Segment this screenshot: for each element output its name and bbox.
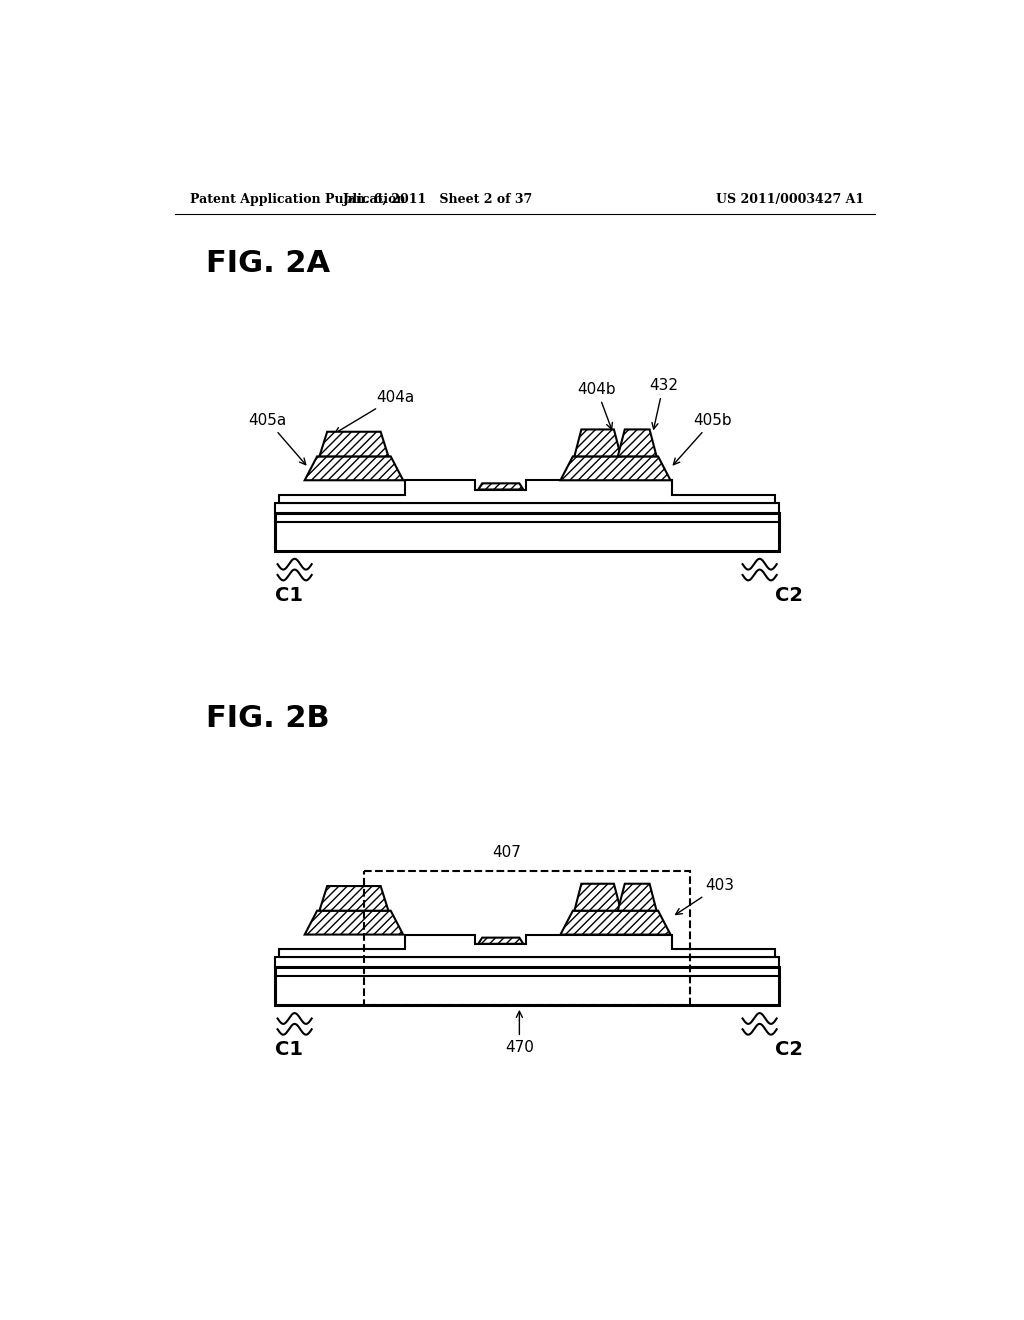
Text: C1: C1 <box>275 1040 303 1060</box>
Polygon shape <box>319 886 388 911</box>
Polygon shape <box>305 911 403 935</box>
Text: 470: 470 <box>505 1011 534 1055</box>
Text: Patent Application Publication: Patent Application Publication <box>190 193 406 206</box>
Text: 403: 403 <box>676 878 734 915</box>
Polygon shape <box>275 503 779 512</box>
Polygon shape <box>560 457 671 480</box>
Text: 432: 432 <box>649 378 678 429</box>
Text: US 2011/0003427 A1: US 2011/0003427 A1 <box>716 193 864 206</box>
Text: Jan. 6, 2011   Sheet 2 of 37: Jan. 6, 2011 Sheet 2 of 37 <box>343 193 534 206</box>
Text: 404a: 404a <box>335 389 415 433</box>
Polygon shape <box>305 457 403 480</box>
Text: FIG. 2A: FIG. 2A <box>206 249 330 279</box>
Polygon shape <box>478 937 523 944</box>
Polygon shape <box>617 884 656 911</box>
Text: 404b: 404b <box>578 381 616 429</box>
Text: C1: C1 <box>275 586 303 605</box>
Polygon shape <box>574 884 621 911</box>
Text: C2: C2 <box>775 586 803 605</box>
Polygon shape <box>275 512 779 552</box>
Polygon shape <box>478 483 523 490</box>
Polygon shape <box>560 911 671 935</box>
Polygon shape <box>280 480 775 503</box>
Polygon shape <box>275 966 779 1006</box>
Text: 405a: 405a <box>248 413 306 465</box>
Text: C2: C2 <box>775 1040 803 1060</box>
Text: 407: 407 <box>493 845 521 859</box>
Polygon shape <box>280 935 775 957</box>
Text: FIG. 2B: FIG. 2B <box>206 704 329 733</box>
Text: 405b: 405b <box>674 413 732 465</box>
Polygon shape <box>319 432 388 457</box>
Polygon shape <box>574 429 621 457</box>
Polygon shape <box>617 429 656 457</box>
Polygon shape <box>275 957 779 966</box>
